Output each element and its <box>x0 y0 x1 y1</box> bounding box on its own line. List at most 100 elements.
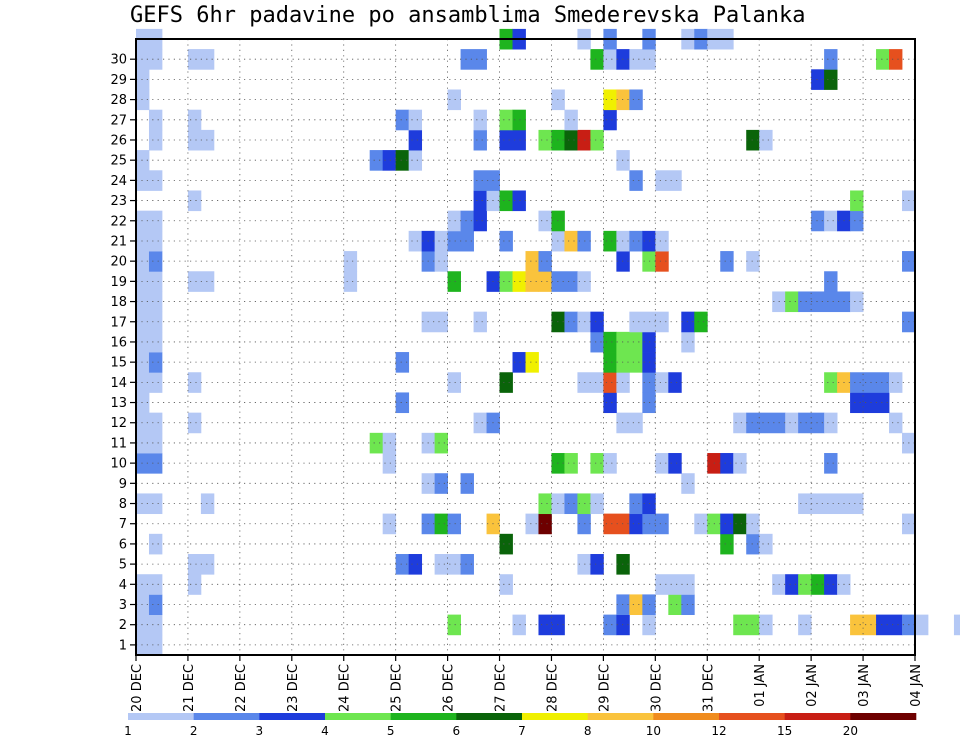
heatmap-cell <box>824 69 838 90</box>
heatmap-cell <box>395 150 410 171</box>
legend-label: 4 <box>321 724 329 738</box>
legend-swatch <box>390 713 457 720</box>
y-tick-label: 25 <box>110 154 127 169</box>
heatmap-cell <box>136 69 150 90</box>
heatmap-cell <box>564 109 578 131</box>
heatmap-cell <box>512 109 526 131</box>
heatmap-cell <box>460 473 474 494</box>
heatmap-cell <box>603 372 617 393</box>
heatmap-cell <box>798 291 851 313</box>
heatmap-cell <box>447 372 461 393</box>
heatmap-cell <box>148 251 163 272</box>
y-tick-label: 7 <box>119 517 127 532</box>
x-tick-label: 26 DEC <box>442 664 457 712</box>
heatmap-cell <box>136 372 163 393</box>
heatmap-cell <box>603 49 617 70</box>
heatmap-cell <box>616 352 643 373</box>
heatmap-cell <box>525 513 539 535</box>
heatmap-cell <box>577 230 591 252</box>
legend-label: 1 <box>124 724 132 738</box>
heatmap-cell <box>136 432 163 454</box>
heatmap-cell <box>434 251 448 272</box>
y-tick-label: 3 <box>119 598 127 613</box>
heatmap-cell <box>136 170 163 191</box>
y-tick-label: 28 <box>110 93 127 108</box>
x-tick-label: 23 DEC <box>286 664 301 712</box>
heatmap-cell <box>850 614 877 636</box>
heatmap-cell <box>499 271 513 292</box>
y-tick-label: 19 <box>110 275 127 290</box>
y-tick-label: 13 <box>110 396 127 411</box>
heatmap-cell <box>136 230 163 252</box>
heatmap-cell <box>136 49 163 70</box>
heatmap-cell <box>408 109 423 131</box>
heatmap-cell <box>603 513 630 535</box>
heatmap-cell <box>824 210 838 232</box>
x-tick-label: 25 DEC <box>390 664 405 712</box>
heatmap-cell <box>785 291 799 313</box>
x-tick-label: 30 DEC <box>649 664 664 712</box>
y-tick-label: 24 <box>110 174 127 189</box>
heatmap-cell <box>590 453 604 474</box>
legend-swatch <box>653 713 720 720</box>
heatmap-cell <box>850 190 864 212</box>
x-tick-label: 03 JAN <box>857 664 872 707</box>
heatmap-cell <box>590 331 604 353</box>
heatmap-cell <box>629 513 643 535</box>
y-axis: 1234567891011121314151617181920212223242… <box>110 53 136 653</box>
heatmap-cell <box>720 533 734 555</box>
heatmap-cell <box>824 49 838 70</box>
heatmap-cell <box>434 473 448 494</box>
heatmap-cell <box>460 49 487 70</box>
heatmap-cell <box>343 251 358 272</box>
heatmap-cell <box>577 311 591 333</box>
heatmap-cell <box>499 574 513 595</box>
legend-swatch <box>456 713 523 720</box>
heatmap-cell <box>577 493 591 515</box>
heatmap-cell <box>876 49 890 70</box>
heatmap-cell <box>629 89 643 111</box>
heatmap-cell <box>499 533 513 555</box>
heatmap-cell <box>136 594 150 616</box>
heatmap-cell <box>136 634 163 656</box>
heatmap-cell <box>187 190 202 212</box>
heatmap-cell <box>512 271 526 292</box>
heatmap-cell <box>187 412 202 434</box>
heatmap-cell <box>824 574 838 595</box>
heatmap-cell <box>136 89 150 111</box>
heatmap-cell <box>603 89 617 111</box>
heatmap-cell <box>603 109 617 131</box>
heatmap-cell <box>136 150 150 171</box>
heatmap-cell <box>785 574 799 595</box>
x-tick-label: 20 DEC <box>130 664 145 712</box>
heatmap-cell <box>473 109 487 131</box>
heatmap-cell <box>499 230 513 252</box>
heatmap-cell <box>850 392 890 414</box>
heatmap-cell <box>824 372 838 393</box>
heatmap-cell <box>473 129 487 151</box>
legend-swatch <box>193 713 260 720</box>
heatmap-cell <box>136 574 163 595</box>
heatmap-cell <box>395 392 410 414</box>
heatmap-cell <box>694 311 708 333</box>
legend-label: 10 <box>646 724 661 738</box>
heatmap-cell <box>811 574 825 595</box>
heatmap-cell <box>629 493 643 515</box>
heatmap-cell <box>655 372 669 393</box>
heatmap-cell <box>382 150 397 171</box>
heatmap-cell <box>447 513 461 535</box>
heatmap-cell <box>590 311 604 333</box>
y-tick-label: 18 <box>110 295 127 310</box>
heatmap-cell <box>798 614 812 636</box>
heatmap-cell <box>603 352 617 373</box>
heatmap-cell <box>811 210 825 232</box>
heatmap-cell <box>136 352 150 373</box>
heatmap-cell <box>629 311 656 333</box>
heatmap-cell <box>616 412 643 434</box>
y-tick-label: 12 <box>110 416 127 431</box>
heatmap-cell <box>395 352 410 373</box>
heatmap-cell <box>824 453 838 474</box>
y-tick-label: 29 <box>110 73 127 88</box>
heatmap-cell <box>889 49 903 70</box>
heatmap-cell <box>668 453 682 474</box>
